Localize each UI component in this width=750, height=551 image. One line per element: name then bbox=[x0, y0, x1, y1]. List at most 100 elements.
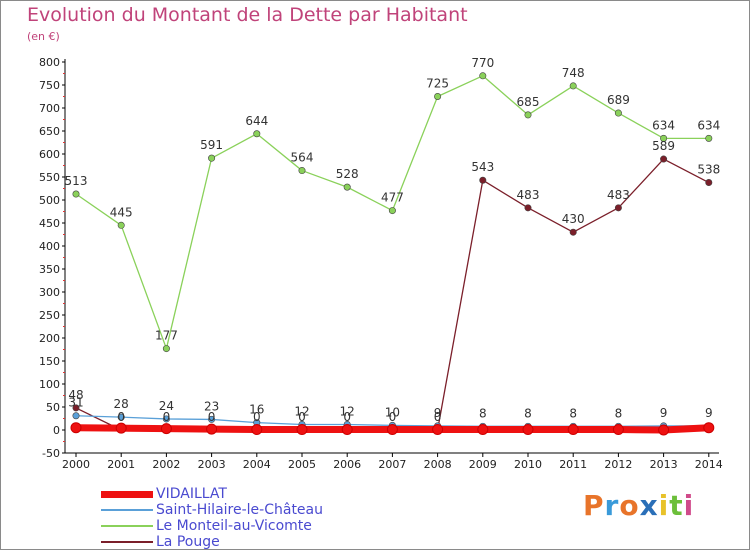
data-label-saint-hilaire-le-ch-teau: 31 bbox=[68, 396, 83, 410]
data-point-vidaillat bbox=[432, 424, 444, 436]
x-tick-label: 2011 bbox=[559, 458, 587, 471]
data-label-le-monteil-au-vicomte: 477 bbox=[381, 191, 404, 205]
data-label-saint-hilaire-le-ch-teau: 8 bbox=[524, 406, 532, 420]
data-label-saint-hilaire-le-ch-teau: 24 bbox=[159, 399, 174, 413]
data-label-la-pouge: 483 bbox=[517, 188, 540, 202]
data-label-la-pouge: 0 bbox=[298, 410, 306, 424]
y-tick-label: -50 bbox=[42, 447, 60, 460]
data-point-la-pouge bbox=[614, 204, 622, 212]
y-tick-label: 550 bbox=[39, 171, 60, 184]
data-label-le-monteil-au-vicomte: 685 bbox=[517, 95, 540, 109]
x-tick-label: 2004 bbox=[243, 458, 271, 471]
x-tick-label: 2010 bbox=[514, 458, 542, 471]
data-label-le-monteil-au-vicomte: 634 bbox=[697, 118, 720, 132]
data-point-le-monteil-au-vicomte bbox=[117, 221, 125, 229]
x-tick-label: 2014 bbox=[695, 458, 723, 471]
data-label-saint-hilaire-le-ch-teau: 8 bbox=[615, 406, 623, 420]
data-label-la-pouge: 483 bbox=[607, 188, 630, 202]
y-tick-label: 600 bbox=[39, 148, 60, 161]
data-point-vidaillat bbox=[477, 424, 489, 436]
data-point-le-monteil-au-vicomte bbox=[569, 82, 577, 90]
data-label-la-pouge: 0 bbox=[163, 410, 171, 424]
y-tick-label: 650 bbox=[39, 125, 60, 138]
data-point-la-pouge bbox=[72, 404, 80, 412]
data-point-vidaillat bbox=[522, 424, 534, 436]
data-point-vidaillat bbox=[206, 423, 218, 435]
data-point-vidaillat bbox=[341, 424, 353, 436]
y-tick-label: 700 bbox=[39, 102, 60, 115]
data-point-vidaillat bbox=[386, 424, 398, 436]
data-point-vidaillat bbox=[115, 422, 127, 434]
y-tick-label: 450 bbox=[39, 217, 60, 230]
data-label-la-pouge: 430 bbox=[562, 212, 585, 226]
data-point-vidaillat bbox=[612, 424, 624, 436]
axes: -500501001502002503003504004505005506006… bbox=[39, 56, 723, 471]
logo-letter: i bbox=[683, 489, 695, 522]
y-tick-label: 300 bbox=[39, 286, 60, 299]
data-label-saint-hilaire-le-ch-teau: 8 bbox=[479, 406, 487, 420]
y-tick-label: 750 bbox=[39, 79, 60, 92]
data-point-saint-hilaire-le-ch-teau bbox=[72, 412, 80, 420]
y-tick-label: 150 bbox=[39, 355, 60, 368]
x-tick-label: 2002 bbox=[152, 458, 180, 471]
legend-label-la-pouge: La Pouge bbox=[156, 534, 220, 550]
legend-item-saint-hilaire-le-ch-teau: Saint-Hilaire-le-Château bbox=[101, 502, 323, 518]
data-point-vidaillat bbox=[296, 424, 308, 436]
data-point-saint-hilaire-le-ch-teau bbox=[117, 413, 125, 421]
data-point-la-pouge bbox=[569, 228, 577, 236]
data-label-le-monteil-au-vicomte: 748 bbox=[562, 66, 585, 80]
data-label-le-monteil-au-vicomte: 591 bbox=[200, 138, 223, 152]
logo-letter: r bbox=[604, 489, 620, 522]
data-point-vidaillat bbox=[160, 423, 172, 435]
data-label-saint-hilaire-le-ch-teau: 9 bbox=[434, 406, 442, 420]
data-point-le-monteil-au-vicomte bbox=[253, 130, 261, 138]
logo-letter: i bbox=[658, 489, 670, 522]
x-tick-label: 2013 bbox=[650, 458, 678, 471]
data-label-saint-hilaire-le-ch-teau: 9 bbox=[660, 406, 668, 420]
data-label-le-monteil-au-vicomte: 634 bbox=[652, 118, 675, 132]
data-point-saint-hilaire-le-ch-teau bbox=[162, 415, 170, 423]
legend-item-la-pouge: La Pouge bbox=[101, 534, 323, 550]
legend-swatch-la-pouge bbox=[101, 541, 153, 543]
data-point-vidaillat bbox=[567, 424, 579, 436]
data-label-la-pouge: 0 bbox=[389, 410, 397, 424]
data-point-le-monteil-au-vicomte bbox=[72, 190, 80, 198]
data-label-le-monteil-au-vicomte: 177 bbox=[155, 329, 178, 343]
data-label-la-pouge: 0 bbox=[208, 410, 216, 424]
series-layer bbox=[70, 72, 715, 436]
data-label-le-monteil-au-vicomte: 644 bbox=[245, 114, 268, 128]
x-tick-label: 2005 bbox=[288, 458, 316, 471]
data-label-la-pouge: 589 bbox=[652, 139, 675, 153]
legend: VIDAILLAT Saint-Hilaire-le-Château Le Mont… bbox=[101, 486, 323, 550]
y-tick-label: 400 bbox=[39, 240, 60, 253]
data-label-la-pouge: 48 bbox=[68, 388, 83, 402]
data-label-saint-hilaire-le-ch-teau: 12 bbox=[294, 404, 309, 418]
data-point-vidaillat bbox=[70, 422, 82, 434]
legend-label-le-monteil-au-vicomte: Le Monteil-au-Vicomte bbox=[156, 518, 312, 534]
y-tick-label: 0 bbox=[53, 424, 60, 437]
data-point-saint-hilaire-le-ch-teau bbox=[208, 415, 216, 423]
data-label-saint-hilaire-le-ch-teau: 10 bbox=[385, 405, 400, 419]
y-tick-label: 50 bbox=[46, 401, 60, 414]
x-tick-label: 2008 bbox=[424, 458, 452, 471]
legend-item-vidaillat: VIDAILLAT bbox=[101, 486, 323, 502]
data-point-le-monteil-au-vicomte bbox=[434, 93, 442, 101]
data-label-saint-hilaire-le-ch-teau: 12 bbox=[340, 404, 355, 418]
y-axis-unit: (en €) bbox=[27, 30, 60, 43]
data-label-la-pouge: 0 bbox=[434, 410, 442, 424]
y-tick-label: 500 bbox=[39, 194, 60, 207]
data-label-le-monteil-au-vicomte: 513 bbox=[65, 174, 88, 188]
data-label-saint-hilaire-le-ch-teau: 8 bbox=[569, 406, 577, 420]
data-label-saint-hilaire-le-ch-teau: 23 bbox=[204, 399, 219, 413]
data-point-le-monteil-au-vicomte bbox=[660, 134, 668, 142]
data-point-le-monteil-au-vicomte bbox=[388, 207, 396, 215]
data-label-le-monteil-au-vicomte: 564 bbox=[291, 151, 314, 165]
data-label-la-pouge: 543 bbox=[471, 160, 494, 174]
data-labels: 48 0 0 0 0 0 0 0 0 543 483 430 483 589 538 31 28 24 23 16 12… bbox=[65, 56, 721, 424]
data-point-la-pouge bbox=[660, 155, 668, 163]
y-tick-label: 800 bbox=[39, 56, 60, 69]
data-label-la-pouge: 538 bbox=[697, 163, 720, 177]
logo-letter: x bbox=[639, 489, 659, 522]
